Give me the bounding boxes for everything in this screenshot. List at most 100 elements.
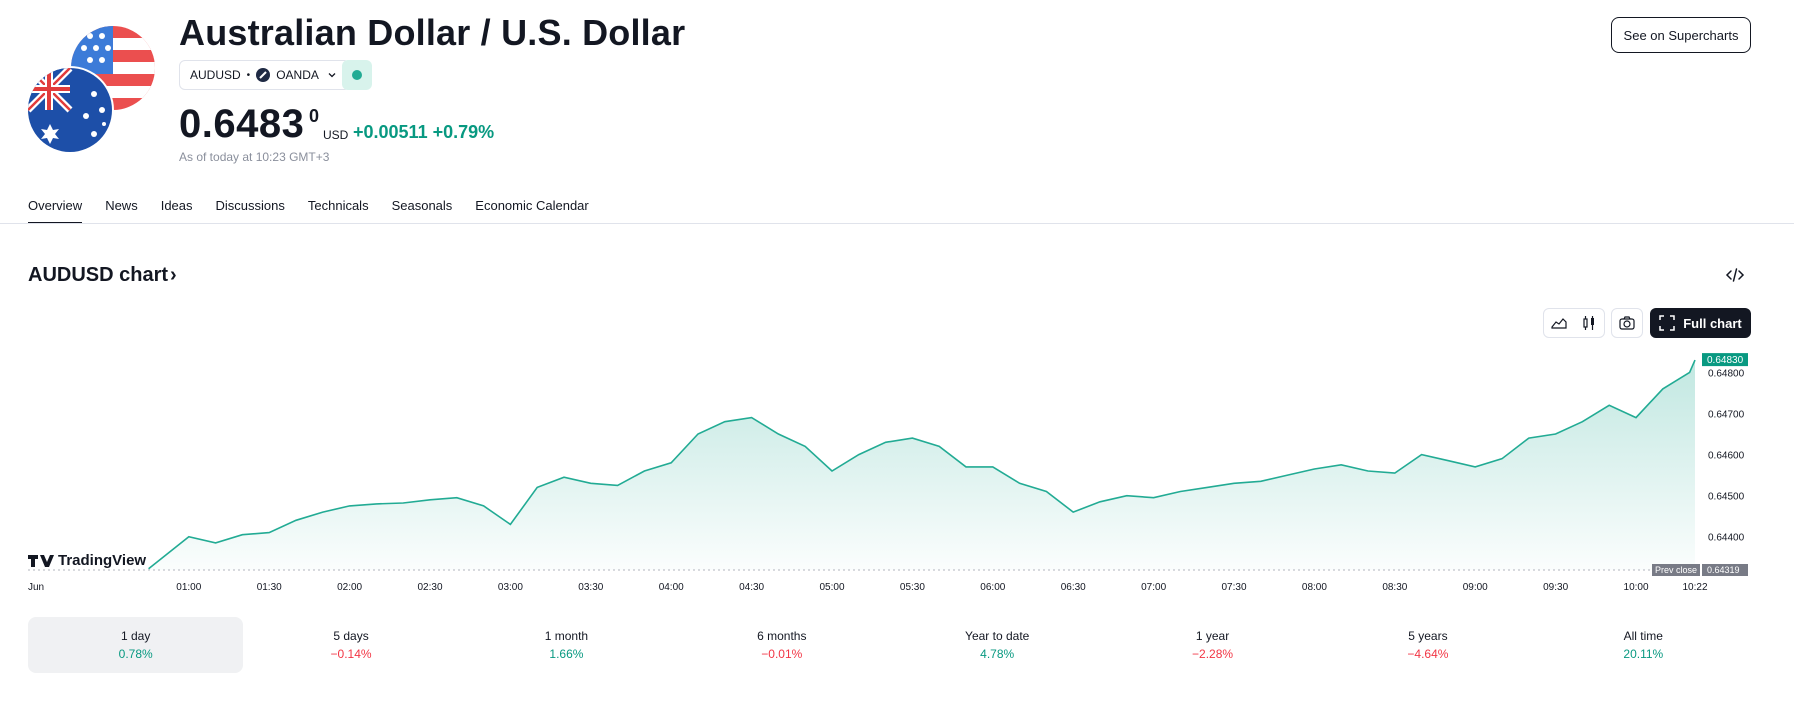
chart-section-title[interactable]: AUDUSD chart › [28, 264, 177, 287]
period-change: 20.11% [1623, 647, 1664, 661]
y-tick-label: 0.64700 [1708, 410, 1745, 421]
period-label: 1 day [121, 629, 151, 643]
period-year-to-date[interactable]: Year to date 4.78% [890, 617, 1105, 673]
x-tick-label: 04:30 [739, 582, 764, 593]
performance-periods: 1 day 0.78% 5 days −0.14% 1 month 1.66% 6 mont… [28, 617, 1751, 673]
last-price: 0.6483 [179, 102, 305, 146]
x-tick-label: 07:30 [1222, 582, 1247, 593]
period-1-month[interactable]: 1 month 1.66% [459, 617, 674, 673]
period-change: −4.64% [1407, 647, 1449, 661]
tab-seasonals[interactable]: Seasonals [391, 198, 453, 213]
x-tick-label: 08:00 [1302, 582, 1327, 593]
period-1-year[interactable]: 1 year −2.28% [1105, 617, 1320, 673]
tradingview-brand: TradingView [58, 552, 146, 569]
period-change: −0.01% [761, 647, 803, 661]
tab-technicals[interactable]: Technicals [307, 198, 369, 213]
see-on-supercharts-button[interactable]: See on Supercharts [1611, 17, 1751, 53]
period-label: All time [1623, 629, 1663, 643]
x-tick-label: 10:22 [1682, 582, 1707, 593]
period-label: 5 days [333, 629, 369, 643]
currency-label: USD [323, 128, 349, 142]
price-chart[interactable]: 0.64800 0.64700 0.64600 0.64500 0.64400 Jun 0… [0, 350, 1794, 600]
x-tick-label: 06:00 [980, 582, 1005, 593]
snapshot-group [1611, 308, 1643, 338]
broker-logo-icon [256, 68, 271, 82]
prev-close-value-badge [1702, 564, 1748, 576]
tabs-divider [0, 223, 1794, 224]
last-price-label: 0.64830 [1707, 355, 1744, 366]
x-tick-label: 01:30 [257, 582, 282, 593]
x-tick-label: 02:30 [417, 582, 442, 593]
prev-close-value: 0.64319 [1707, 565, 1740, 575]
y-tick-label: 0.64500 [1708, 492, 1745, 503]
area-chart-icon[interactable] [1544, 309, 1574, 337]
last-price-badge [1702, 353, 1748, 367]
period-label: 5 years [1408, 629, 1448, 643]
prev-close-label: Prev close [1655, 565, 1697, 575]
chart-style-group [1543, 308, 1605, 338]
fullscreen-icon [1659, 315, 1675, 331]
period-all-time[interactable]: All time 20.11% [1536, 617, 1751, 673]
period-label: 6 months [757, 629, 807, 643]
period-6-months[interactable]: 6 months −0.01% [674, 617, 889, 673]
x-tick-label: 10:00 [1624, 582, 1649, 593]
market-open-dot [352, 70, 362, 80]
tab-bar: Overview News Ideas Discussions Technica… [28, 190, 612, 224]
embed-code-icon[interactable] [1725, 265, 1745, 285]
period-change: −2.28% [1192, 647, 1234, 661]
as-of-timestamp: As of today at 10:23 GMT+3 [179, 150, 330, 164]
full-chart-button[interactable]: Full chart [1650, 308, 1751, 338]
x-tick-label: 05:00 [820, 582, 845, 593]
page-title: Australian Dollar / U.S. Dollar [179, 12, 686, 53]
camera-icon[interactable] [1612, 309, 1642, 337]
price-superscript-digit: 0 [309, 106, 320, 126]
y-tick-label: 0.64400 [1708, 533, 1745, 544]
tab-ideas[interactable]: Ideas [160, 198, 193, 213]
x-tick-label: 03:30 [578, 582, 603, 593]
period-label: Year to date [965, 629, 1030, 643]
x-tick-label: 02:00 [337, 582, 362, 593]
currency-flags-icon [28, 26, 155, 152]
tab-news[interactable]: News [105, 198, 138, 213]
chart-price-line [148, 359, 1696, 570]
candles-icon[interactable] [1574, 309, 1604, 337]
y-tick-label: 0.64800 [1708, 368, 1745, 379]
tradingview-logo: TradingView [28, 552, 146, 569]
period-1-day[interactable]: 1 day 0.78% [28, 617, 244, 673]
period-label: 1 month [544, 629, 589, 643]
tab-overview[interactable]: Overview [28, 190, 83, 224]
market-status-indicator[interactable] [342, 60, 372, 90]
x-tick-label: 09:00 [1463, 582, 1488, 593]
x-tick-label: 08:30 [1382, 582, 1407, 593]
tab-economic-calendar[interactable]: Economic Calendar [475, 198, 589, 213]
x-tick-label: 05:30 [900, 582, 925, 593]
x-tick-label: Jun [28, 582, 44, 593]
chart-toolbar [1543, 308, 1643, 338]
period-label: 1 year [1195, 629, 1230, 643]
x-tick-label: 07:00 [1141, 582, 1166, 593]
chevron-right-icon: › [170, 264, 177, 286]
period-5-days[interactable]: 5 days −0.14% [243, 617, 458, 673]
x-tick-label: 03:00 [498, 582, 523, 593]
x-tick-label: 06:30 [1061, 582, 1086, 593]
y-tick-label: 0.64600 [1708, 451, 1745, 462]
period-change: 0.78% [118, 647, 153, 661]
period-change: −0.14% [330, 647, 372, 661]
period-change: 1.66% [549, 647, 584, 661]
symbol-selector[interactable]: AUDUSD • OANDA [179, 60, 350, 90]
x-tick-label: 01:00 [176, 582, 201, 593]
separator-dot: • [246, 69, 251, 81]
tab-discussions[interactable]: Discussions [215, 198, 285, 213]
x-tick-label: 04:00 [659, 582, 684, 593]
broker-label: OANDA [276, 68, 319, 82]
prev-close-badge [1652, 564, 1700, 576]
tradingview-logo-mark-icon [28, 555, 54, 567]
price-change: +0.00511 +0.79% [353, 122, 495, 142]
period-change: 4.78% [980, 647, 1015, 661]
chevron-down-icon [328, 73, 336, 78]
symbol-label: AUDUSD [190, 68, 241, 82]
full-chart-label: Full chart [1683, 315, 1742, 331]
chart-area-fill [148, 360, 1696, 570]
period-5-years[interactable]: 5 years −4.64% [1320, 617, 1535, 673]
x-tick-label: 09:30 [1543, 582, 1568, 593]
